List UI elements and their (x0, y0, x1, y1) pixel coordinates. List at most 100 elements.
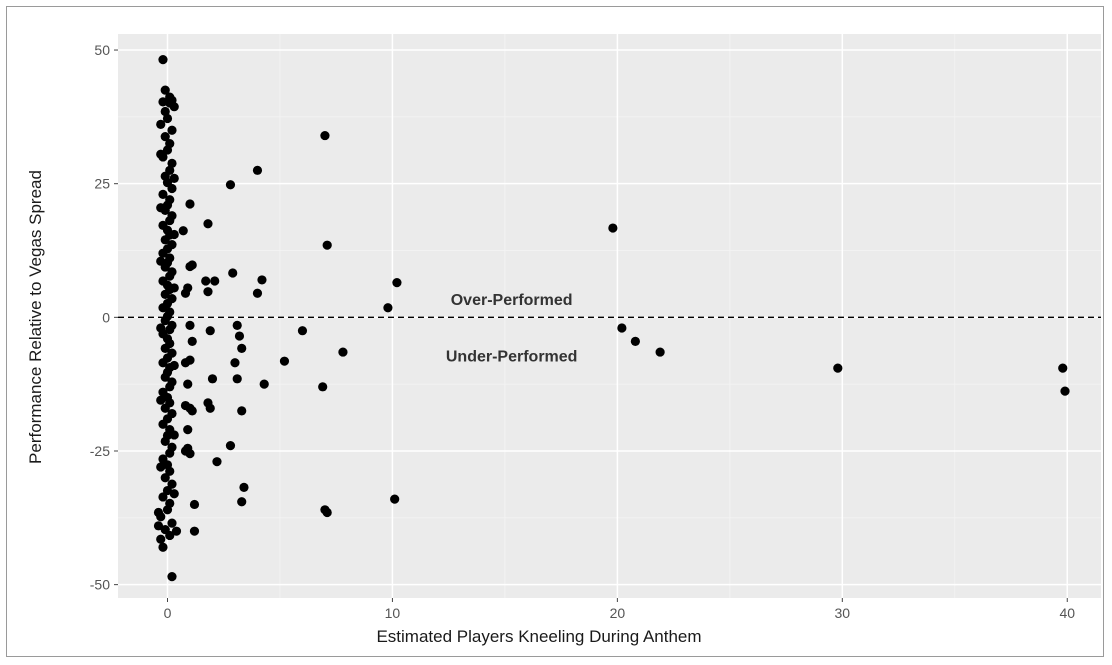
data-point (167, 518, 177, 528)
data-point (165, 382, 175, 392)
data-point (158, 542, 168, 552)
x-tick-label: 20 (610, 605, 626, 621)
data-point (383, 303, 393, 313)
data-point (234, 331, 245, 341)
data-point (156, 119, 166, 129)
data-point (239, 482, 249, 492)
data-point (608, 223, 618, 233)
data-point (167, 572, 177, 582)
data-point (165, 466, 175, 476)
data-point (630, 336, 640, 346)
data-points (153, 55, 1070, 582)
data-point (225, 180, 236, 190)
data-point (225, 441, 236, 451)
data-point (183, 379, 193, 389)
data-point (252, 165, 263, 175)
data-point (257, 275, 267, 285)
data-point (158, 358, 168, 368)
panel-background (118, 34, 1101, 598)
data-point (162, 505, 173, 515)
data-point (189, 499, 200, 510)
data-point (165, 98, 175, 108)
data-point (833, 363, 843, 373)
data-point (237, 497, 247, 507)
data-point (160, 403, 170, 413)
data-point (205, 326, 215, 336)
data-point (153, 507, 164, 518)
data-point (205, 403, 215, 413)
data-point (165, 448, 175, 458)
data-point (156, 534, 166, 544)
data-point (169, 360, 179, 371)
data-point (297, 326, 308, 336)
y-tick-label: 25 (94, 176, 110, 192)
data-point (167, 183, 177, 194)
data-point (230, 358, 240, 368)
data-point (160, 473, 170, 483)
data-point (169, 173, 179, 183)
annotation-label: Over-Performed (451, 292, 573, 309)
data-point (158, 248, 168, 258)
data-point (160, 436, 170, 446)
data-point (1060, 386, 1070, 396)
data-point (392, 277, 402, 288)
scatter-chart: 0 10 20 30 40 -50 -25 0 25 50 Over-Performed Under… (26, 34, 1101, 646)
x-tick-label: 40 (1059, 605, 1075, 621)
data-point (185, 355, 195, 365)
data-point (232, 374, 242, 384)
data-point (158, 303, 168, 313)
data-point (187, 336, 197, 346)
data-point (189, 526, 200, 536)
data-point (156, 395, 166, 405)
data-point (165, 530, 175, 541)
data-point (1058, 363, 1068, 373)
data-point (169, 489, 179, 499)
data-point (162, 145, 173, 155)
data-point (169, 229, 179, 240)
chart-frame: 0 10 20 30 40 -50 -25 0 25 50 Over-Performed Under… (6, 6, 1104, 657)
data-point (158, 492, 168, 502)
plot-panel (118, 34, 1101, 598)
data-point (207, 374, 218, 384)
y-tick-label: -25 (90, 443, 110, 459)
data-point (617, 323, 627, 333)
data-point (180, 446, 191, 456)
data-point (185, 199, 195, 209)
data-point (153, 521, 164, 531)
y-tick-label: 0 (102, 309, 110, 325)
data-point (158, 55, 168, 65)
data-point (279, 356, 290, 366)
data-point (165, 215, 175, 226)
x-tick-label: 10 (385, 605, 401, 621)
data-point (232, 320, 242, 330)
data-point (169, 430, 179, 440)
data-point (338, 347, 348, 357)
data-point (390, 494, 400, 504)
data-point (201, 276, 211, 286)
data-point (655, 347, 665, 357)
data-point (210, 276, 220, 286)
data-point (320, 130, 330, 141)
y-tick-label: 50 (94, 42, 110, 58)
x-tick-label: 30 (835, 605, 851, 621)
data-point (322, 507, 332, 518)
data-point (228, 268, 238, 278)
data-point (156, 462, 166, 472)
data-point (187, 260, 197, 270)
data-point (160, 85, 170, 95)
data-point (252, 288, 263, 298)
axis-ticks: 0 10 20 30 40 -50 -25 0 25 50 (90, 42, 1075, 621)
data-point (156, 203, 166, 213)
y-tick-label: -50 (90, 577, 110, 593)
data-point (160, 315, 170, 326)
data-point (156, 149, 166, 159)
data-point (156, 323, 166, 333)
data-point (203, 287, 213, 297)
data-point (185, 320, 195, 330)
annotation-label: Under-Performed (446, 349, 578, 366)
data-point (171, 526, 182, 536)
data-point (187, 406, 197, 416)
data-point (237, 406, 247, 416)
data-point (167, 479, 177, 489)
data-point (160, 235, 170, 245)
